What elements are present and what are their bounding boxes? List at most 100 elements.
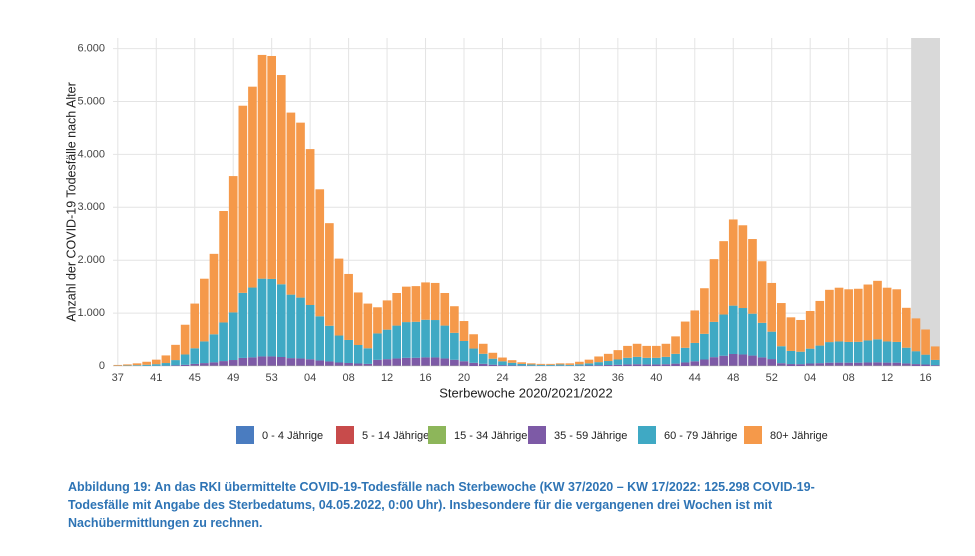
bar-segment xyxy=(498,365,507,366)
bar-segment xyxy=(902,347,911,364)
x-tick-label: 44 xyxy=(689,372,701,384)
x-tick-label: 04 xyxy=(804,372,816,384)
shaded-region xyxy=(911,38,940,366)
bar-segment xyxy=(344,362,353,366)
x-tick-label: 40 xyxy=(650,372,662,384)
bar-segment xyxy=(267,278,276,357)
bar-segment xyxy=(440,325,450,359)
bar-segment xyxy=(488,364,498,366)
bar-segment xyxy=(719,355,728,366)
bar-segment xyxy=(709,259,719,322)
bar-segment xyxy=(171,344,180,361)
bar-segment xyxy=(526,363,536,365)
bar-segment xyxy=(305,305,315,360)
bar-segment xyxy=(478,363,488,366)
bar-segment xyxy=(276,284,286,358)
bar-segment xyxy=(738,308,748,355)
bar-segment xyxy=(709,321,719,358)
y-tick-label: 4.000 xyxy=(77,148,105,160)
bar-segment xyxy=(325,223,334,326)
x-tick-label: 20 xyxy=(458,372,470,384)
bar-segment xyxy=(161,355,171,364)
legend-label: 5 - 14 Jährige xyxy=(362,430,429,442)
bar-segment xyxy=(507,362,517,366)
bar-segment xyxy=(853,341,863,363)
bar-segment xyxy=(209,362,219,366)
bar-segment xyxy=(853,362,863,366)
bar-segment xyxy=(680,347,690,363)
bar-segment xyxy=(450,332,459,360)
caption: Abbildung 19: An das RKI übermittelte CO… xyxy=(68,478,948,532)
bar-segment xyxy=(171,365,180,366)
bar-segment xyxy=(132,365,142,366)
bar-segment xyxy=(296,297,305,359)
bar-segment xyxy=(796,319,805,352)
bar-segment xyxy=(459,321,469,341)
bar-segment xyxy=(728,219,738,306)
bar-segment xyxy=(421,319,430,358)
bar-segment xyxy=(517,363,527,366)
bar-segment xyxy=(276,357,286,366)
bar-segment xyxy=(151,364,161,366)
bar-segment xyxy=(248,287,257,358)
bar-segment xyxy=(373,307,382,334)
bar-segment xyxy=(805,348,815,364)
bar-segment xyxy=(623,345,632,358)
x-tick-label: 16 xyxy=(419,372,431,384)
x-tick-label: 16 xyxy=(919,372,931,384)
bar-segment xyxy=(930,346,940,360)
legend-swatch xyxy=(236,426,254,444)
bar-segment xyxy=(401,357,411,366)
x-tick-label: 12 xyxy=(881,372,893,384)
bar-segment xyxy=(815,345,825,364)
legend-label: 0 - 4 Jährige xyxy=(262,430,323,442)
bar-segment xyxy=(382,359,392,366)
bar-segment xyxy=(478,343,488,354)
bar-segment xyxy=(430,282,440,321)
bar-segment xyxy=(257,356,267,366)
bar-segment xyxy=(921,354,930,365)
x-tick-label: 49 xyxy=(227,372,239,384)
legend-swatch xyxy=(428,426,446,444)
bar-segment xyxy=(401,286,411,323)
bar-segment xyxy=(853,288,863,342)
bar-segment xyxy=(469,348,478,363)
bar-segment xyxy=(930,365,940,366)
bar-segment xyxy=(786,364,796,366)
bar-segment xyxy=(430,357,440,366)
bar-segment xyxy=(257,54,267,279)
y-tick-label: 2.000 xyxy=(77,254,105,266)
bar-segment xyxy=(209,253,219,335)
bar-segment xyxy=(844,341,853,363)
bar-segment xyxy=(565,363,575,365)
bar-segment xyxy=(603,353,613,362)
bar-segment xyxy=(575,364,584,366)
bar-segment xyxy=(834,362,844,366)
bar-segment xyxy=(613,359,623,365)
bar-segment xyxy=(478,353,488,364)
bar-segment xyxy=(392,325,402,359)
bar-segment xyxy=(911,364,921,366)
bar-segment xyxy=(248,86,257,288)
bar-segment xyxy=(805,310,815,349)
bar-segment xyxy=(546,363,555,365)
bar-segment xyxy=(363,303,373,349)
bar-segment xyxy=(555,363,565,365)
bar-segment xyxy=(142,361,151,365)
bar-segment xyxy=(325,325,334,362)
bar-segment xyxy=(459,361,469,366)
bar-segment xyxy=(700,359,709,366)
bar-segment xyxy=(700,333,709,360)
bar-segment xyxy=(700,288,709,334)
bar-segment xyxy=(334,335,344,363)
bar-segment xyxy=(132,363,142,366)
bar-segment xyxy=(238,357,248,366)
bar-segment xyxy=(450,359,459,366)
bar-segment xyxy=(892,341,902,363)
bar-segment xyxy=(546,364,555,366)
bar-segment xyxy=(421,357,430,366)
bar-segment xyxy=(680,321,690,348)
bar-segment xyxy=(651,364,661,366)
bar-segment xyxy=(882,341,892,363)
